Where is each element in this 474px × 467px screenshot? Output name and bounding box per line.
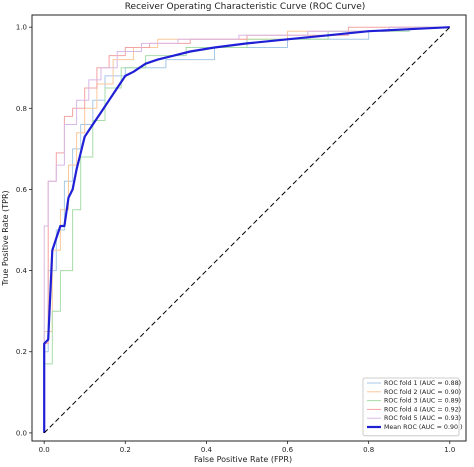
legend-entry: ROC fold 5 (AUC = 0.93)	[384, 415, 461, 422]
x-tick-label: 0.0	[39, 446, 50, 454]
legend-entry: ROC fold 3 (AUC = 0.89)	[384, 398, 461, 405]
y-tick-label: 0.2	[16, 348, 27, 356]
series-line-5	[43, 26, 450, 433]
x-axis-label: False Positive Rate (FPR)	[194, 455, 292, 464]
legend-entry: ROC fold 4 (AUC = 0.92)	[384, 406, 461, 413]
legend: ROC fold 1 (AUC = 0.88) ROC fold 2 (AUC =…	[362, 377, 462, 437]
plot-frame	[31, 14, 467, 442]
y-tick-label: 0.8	[16, 105, 27, 113]
legend-entry: Mean ROC (AUC = 0.90 )	[384, 424, 462, 431]
y-tick-label: 0.4	[16, 267, 28, 275]
legend-box	[362, 377, 460, 437]
y-axis-label: True Positive Rate (TPR)	[1, 190, 10, 286]
x-tick-label: 1.0	[444, 446, 455, 454]
legend-entry: ROC fold 2 (AUC = 0.90)	[384, 389, 461, 396]
chart-title: Receiver Operating Characteristic Curve …	[125, 2, 366, 12]
x-tick-label: 0.6	[282, 446, 294, 454]
x-tick-label: 0.2	[120, 446, 131, 454]
axis-ticks: 0.0 0.2 0.4 0.6 0.8 1.0 0.0 0.2 0.4 0.6 0.8 1.0	[16, 24, 455, 454]
legend-entry: ROC fold 1 (AUC = 0.88)	[384, 380, 461, 387]
series-line-6	[43, 26, 450, 433]
x-tick-label: 0.8	[363, 446, 374, 454]
plot-area	[43, 26, 451, 434]
series-line-3	[43, 26, 450, 433]
y-tick-label: 0.6	[16, 186, 28, 194]
series-line-1	[43, 26, 450, 433]
y-tick-label: 0.0	[16, 429, 27, 437]
x-tick-label: 0.4	[201, 446, 213, 454]
y-tick-label: 1.0	[16, 24, 27, 32]
